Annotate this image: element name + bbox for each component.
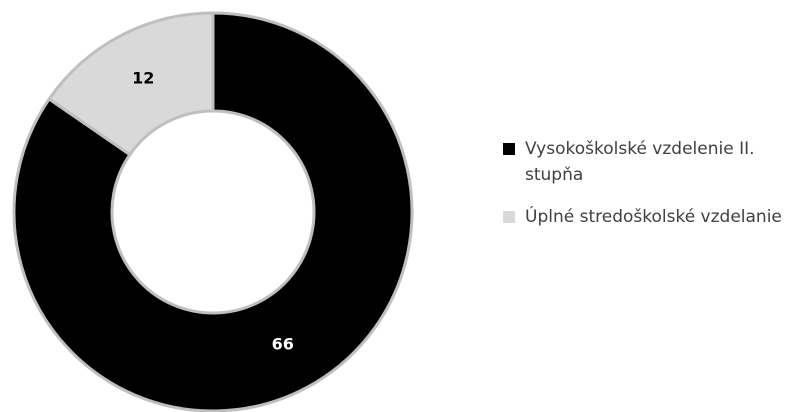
legend-item: Vysokoškolské vzdelenie II. stupňa [500, 136, 787, 188]
legend-swatch [503, 211, 515, 223]
legend-swatch [503, 143, 515, 155]
legend-item: Úplné stredoškolské vzdelanie [500, 204, 787, 230]
legend-label: Úplné stredoškolské vzdelanie [525, 207, 782, 227]
legend: Vysokoškolské vzdelenie II. stupňa Úplné … [500, 136, 787, 246]
data-label: 12 [132, 69, 154, 88]
donut-slice [12, 11, 414, 412]
legend-label: Vysokoškolské vzdelenie II. stupňa [525, 139, 755, 185]
donut-slice [47, 11, 215, 157]
data-label: 66 [272, 334, 294, 353]
